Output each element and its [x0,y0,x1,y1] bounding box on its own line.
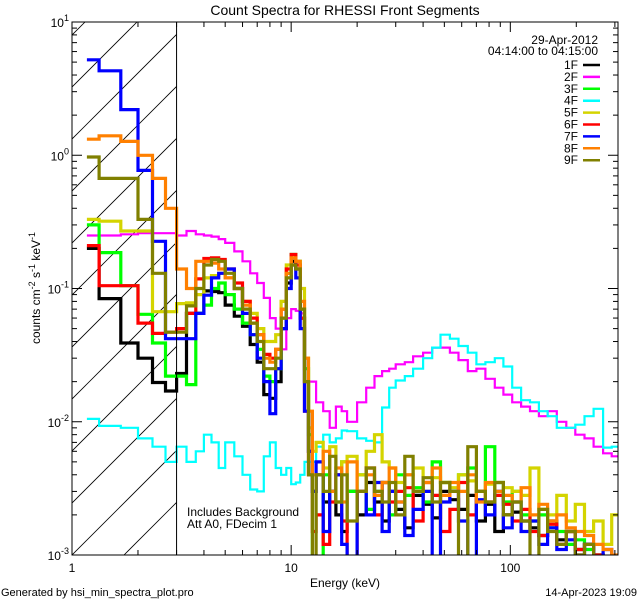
series-8F [86,134,618,555]
y-tick-exponent: 0 [64,146,69,156]
hatch-line [72,22,86,36]
legend-label-1F: 1F [564,58,578,72]
y-label-part: counts cm [29,289,43,344]
y-tick-base: 10 [51,16,65,30]
y-tick-base: 10 [48,416,62,430]
hatch-line [72,22,138,88]
x-tick-label: 1 [69,561,76,575]
annotation-background: Includes Background [187,505,299,519]
legend-label-3F: 3F [564,82,578,96]
y-axis-label: counts cm-2 s-1 keV-1 [27,232,43,344]
y-tick-base: 10 [48,283,62,297]
y-tick-label: 10-3 [48,546,69,563]
hatch-line [280,0,640,555]
legend-time-range: 04:14:00 to 04:15:00 [488,44,598,58]
y-tick-label: 100 [51,146,69,163]
legend-label-7F: 7F [564,129,578,143]
series-group [86,58,618,555]
y-tick-label: 101 [51,13,69,30]
y-tick-exponent: -1 [61,280,69,290]
hatched-region [0,0,640,555]
y-tick-exponent: -2 [61,413,69,423]
y-label-exp: -2 [27,281,37,289]
hatch-line [72,449,177,555]
footer-generated-by: Generated by hsi_min_spectra_plot.pro [1,587,194,599]
series-2F [86,229,618,458]
x-tick-label: 100 [500,561,520,575]
hatch-line [72,33,177,140]
chart-title: Count Spectra for RHESSI Front Segments [210,2,479,18]
x-axis-label: Energy (keV) [310,576,380,590]
hatch-line [0,0,8,555]
y-tick-label: 10-1 [48,280,69,297]
y-tick-exponent: 1 [64,13,69,23]
hatch-line [72,189,177,296]
hatch-line [72,241,177,348]
y-tick-base: 10 [48,549,62,563]
legend-label-9F: 9F [564,153,578,167]
hatch-line [72,397,177,504]
y-tick-label: 10-2 [48,413,69,430]
y-label-part: keV [29,240,43,264]
y-label-part: s [29,272,43,281]
series-4F [86,333,618,493]
y-tick-exponent: -3 [61,546,69,556]
y-tick-base: 10 [51,149,65,163]
series-9F [86,155,596,555]
footer-timestamp: 14-Apr-2023 19:09 [545,587,637,599]
legend-label-2F: 2F [564,70,578,84]
hatch-line [592,0,640,555]
hatch-line [72,137,177,244]
y-label-exp: -1 [27,264,37,272]
legend-label-5F: 5F [564,106,578,120]
legend-label-4F: 4F [564,94,578,108]
y-label-exp: -1 [27,232,37,240]
legend-label-8F: 8F [564,141,578,155]
legend-date: 29-Apr-2012 [531,33,598,47]
hatch-line [540,0,640,555]
x-tick-label: 10 [284,561,298,575]
legend-label-6F: 6F [564,118,578,132]
hatch-line [72,85,177,192]
annotation-attenuator: Att A0, FDecim 1 [187,517,277,531]
legend: 29-Apr-2012 04:14:00 to 04:15:00 1F2F3F4… [488,33,600,167]
